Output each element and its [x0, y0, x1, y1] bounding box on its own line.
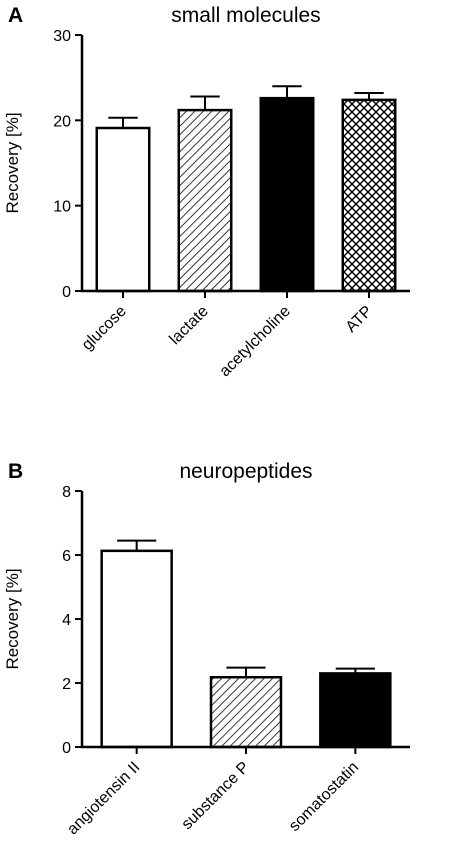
panel-letter: A	[8, 4, 23, 27]
y-axis-label: Recovery [%]	[3, 112, 22, 213]
x-tick-label: glucose	[79, 303, 130, 354]
y-tick-label: 30	[53, 28, 71, 45]
x-tick-label: lactate	[166, 303, 211, 348]
x-tick-label: angiotensin II	[64, 759, 143, 838]
y-tick-label: 10	[53, 199, 71, 216]
x-tick-label: ATP	[343, 303, 376, 336]
bar	[209, 675, 283, 749]
y-tick-label: 20	[53, 113, 71, 130]
bar	[100, 549, 173, 749]
y-tick-label: 4	[62, 612, 71, 629]
y-axis-label: Recovery [%]	[3, 568, 22, 669]
x-tick-label: acetylcholine	[216, 303, 294, 381]
y-tick-label: 6	[62, 548, 71, 565]
y-tick-label: 8	[62, 484, 71, 501]
chart-title: small molecules	[171, 4, 320, 27]
x-tick-label: somatostatin	[286, 759, 362, 835]
panel-letter: B	[8, 460, 23, 483]
bar	[341, 98, 397, 293]
x-tick-label: substance P	[179, 759, 253, 833]
bar	[95, 126, 151, 293]
bar	[259, 96, 315, 293]
y-tick-label: 0	[62, 740, 71, 757]
bar	[177, 108, 233, 293]
y-tick-label: 0	[62, 284, 71, 301]
y-tick-label: 2	[62, 676, 71, 693]
chart-title: neuropeptides	[179, 460, 312, 483]
bar	[319, 672, 392, 749]
